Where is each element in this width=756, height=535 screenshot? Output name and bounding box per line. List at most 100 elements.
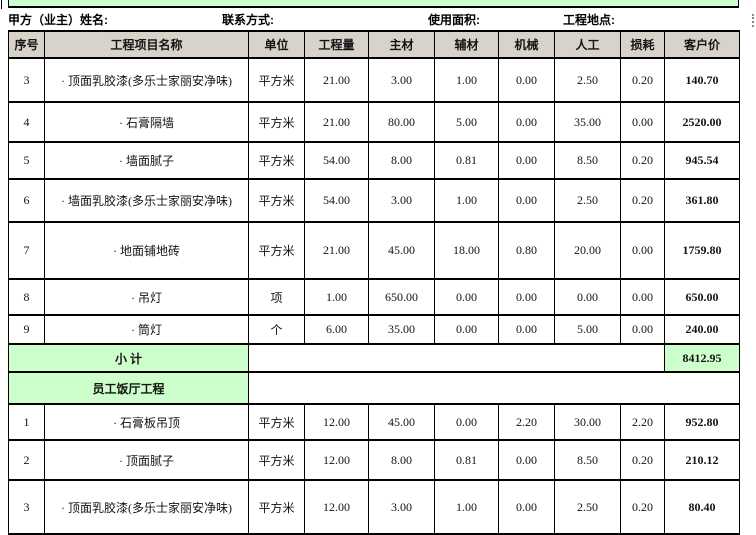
cell-customer-price[interactable]: 240.00: [664, 314, 740, 345]
column-header-item-name[interactable]: 工程项目名称: [44, 30, 249, 59]
cell-machinery[interactable]: 0.00: [498, 314, 555, 345]
owner-name-label[interactable]: 甲方（业主）姓名:: [8, 13, 108, 27]
cell-quantity[interactable]: 12.00: [304, 403, 369, 441]
cell-item-name[interactable]: · 顶面腻子: [44, 439, 249, 481]
cell-labor[interactable]: 2.50: [554, 57, 621, 103]
cell-machinery[interactable]: 0.00: [498, 439, 555, 481]
cell-quantity[interactable]: 1.00: [304, 278, 369, 316]
column-header-labor[interactable]: 人工: [554, 30, 621, 59]
cell-quantity[interactable]: 12.00: [304, 439, 369, 481]
cell-labor[interactable]: 2.50: [554, 178, 621, 223]
cell-item-name[interactable]: · 筒灯: [44, 314, 249, 345]
cell-machinery[interactable]: 0.00: [498, 101, 555, 143]
column-header-loss[interactable]: 损耗: [620, 30, 665, 59]
cell-machinery[interactable]: 0.80: [498, 221, 555, 280]
cell-loss[interactable]: 0.00: [620, 221, 665, 280]
cell-item-name[interactable]: · 墙面乳胶漆(多乐士家丽安净味): [44, 178, 249, 223]
column-header-machinery[interactable]: 机械: [498, 30, 555, 59]
cell-aux-material[interactable]: 0.81: [434, 141, 499, 180]
cell-loss[interactable]: 0.00: [620, 314, 665, 345]
cell-unit[interactable]: 平方米: [248, 178, 305, 223]
cell-labor[interactable]: 8.50: [554, 439, 621, 481]
cell-main-material[interactable]: 45.00: [368, 403, 435, 441]
cell-unit[interactable]: 平方米: [248, 221, 305, 280]
cell-machinery[interactable]: 0.00: [498, 479, 555, 535]
cell-no[interactable]: 3: [8, 479, 45, 535]
cell-loss[interactable]: 2.20: [620, 403, 665, 441]
cell-unit[interactable]: 个: [248, 314, 305, 345]
cell-main-material[interactable]: 8.00: [368, 439, 435, 481]
cell-item-name[interactable]: · 吊灯: [44, 278, 249, 316]
cell-no[interactable]: 4: [8, 101, 45, 143]
cell-main-material[interactable]: 45.00: [368, 221, 435, 280]
cell-machinery[interactable]: 0.00: [498, 57, 555, 103]
cell-main-material[interactable]: 8.00: [368, 141, 435, 180]
cell-quantity[interactable]: 21.00: [304, 221, 369, 280]
cell-no[interactable]: 8: [8, 278, 45, 316]
cell-main-material[interactable]: 650.00: [368, 278, 435, 316]
cell-item-name[interactable]: · 墙面腻子: [44, 141, 249, 180]
cell-labor[interactable]: 0.00: [554, 278, 621, 316]
cell-loss[interactable]: 0.00: [620, 101, 665, 143]
cell-no[interactable]: 9: [8, 314, 45, 345]
cell-no[interactable]: 2: [8, 439, 45, 481]
subtotal-spacer-cell[interactable]: [248, 343, 665, 373]
cell-quantity[interactable]: 21.00: [304, 101, 369, 143]
cell-customer-price[interactable]: 361.80: [664, 178, 740, 223]
section-title-cell[interactable]: 员工饭厅工程: [8, 371, 249, 405]
column-header-no[interactable]: 序号: [8, 30, 45, 59]
cell-loss[interactable]: 0.20: [620, 141, 665, 180]
column-header-main-material[interactable]: 主材: [368, 30, 435, 59]
cell-item-name[interactable]: · 顶面乳胶漆(多乐士家丽安净味): [44, 57, 249, 103]
cell-customer-price[interactable]: 945.54: [664, 141, 740, 180]
area-label[interactable]: 使用面积:: [428, 13, 480, 27]
cell-quantity[interactable]: 54.00: [304, 178, 369, 223]
cell-item-name[interactable]: · 顶面乳胶漆(多乐士家丽安净味): [44, 479, 249, 535]
cell-loss[interactable]: 0.20: [620, 479, 665, 535]
section-spacer-cell[interactable]: [248, 371, 740, 405]
cell-unit[interactable]: 平方米: [248, 439, 305, 481]
cell-aux-material[interactable]: 1.00: [434, 57, 499, 103]
cell-labor[interactable]: 2.50: [554, 479, 621, 535]
location-label[interactable]: 工程地点:: [563, 13, 615, 27]
cell-quantity[interactable]: 12.00: [304, 479, 369, 535]
cell-labor[interactable]: 30.00: [554, 403, 621, 441]
column-header-unit[interactable]: 单位: [248, 30, 305, 59]
cell-main-material[interactable]: 3.00: [368, 178, 435, 223]
cell-unit[interactable]: 平方米: [248, 101, 305, 143]
cell-no[interactable]: 3: [8, 57, 45, 103]
cell-main-material[interactable]: 3.00: [368, 479, 435, 535]
cell-aux-material[interactable]: 0.00: [434, 403, 499, 441]
cell-customer-price[interactable]: 952.80: [664, 403, 740, 441]
cell-quantity[interactable]: 54.00: [304, 141, 369, 180]
cell-aux-material[interactable]: 0.81: [434, 439, 499, 481]
cell-aux-material[interactable]: 0.00: [434, 278, 499, 316]
cell-no[interactable]: 7: [8, 221, 45, 280]
cell-unit[interactable]: 平方米: [248, 403, 305, 441]
cell-unit[interactable]: 平方米: [248, 57, 305, 103]
cell-labor[interactable]: 35.00: [554, 101, 621, 143]
cell-customer-price[interactable]: 1759.80: [664, 221, 740, 280]
cell-quantity[interactable]: 6.00: [304, 314, 369, 345]
cell-loss[interactable]: 0.20: [620, 57, 665, 103]
cell-loss[interactable]: 0.20: [620, 178, 665, 223]
cell-machinery[interactable]: 0.00: [498, 141, 555, 180]
cell-aux-material[interactable]: 0.00: [434, 314, 499, 345]
cell-aux-material[interactable]: 18.00: [434, 221, 499, 280]
column-header-customer-price[interactable]: 客户价: [664, 30, 740, 59]
cell-machinery[interactable]: 0.00: [498, 278, 555, 316]
column-header-quantity[interactable]: 工程量: [304, 30, 369, 59]
cell-unit[interactable]: 平方米: [248, 141, 305, 180]
cell-aux-material[interactable]: 1.00: [434, 178, 499, 223]
cell-unit[interactable]: 项: [248, 278, 305, 316]
cell-item-name[interactable]: · 石膏隔墙: [44, 101, 249, 143]
cell-labor[interactable]: 5.00: [554, 314, 621, 345]
cell-labor[interactable]: 8.50: [554, 141, 621, 180]
contact-label[interactable]: 联系方式:: [222, 13, 274, 27]
cell-customer-price[interactable]: 80.40: [664, 479, 740, 535]
subtotal-label-cell[interactable]: 小 计: [8, 343, 249, 373]
cell-customer-price[interactable]: 650.00: [664, 278, 740, 316]
cell-no[interactable]: 5: [8, 141, 45, 180]
cell-aux-material[interactable]: 5.00: [434, 101, 499, 143]
cell-machinery[interactable]: 0.00: [498, 178, 555, 223]
